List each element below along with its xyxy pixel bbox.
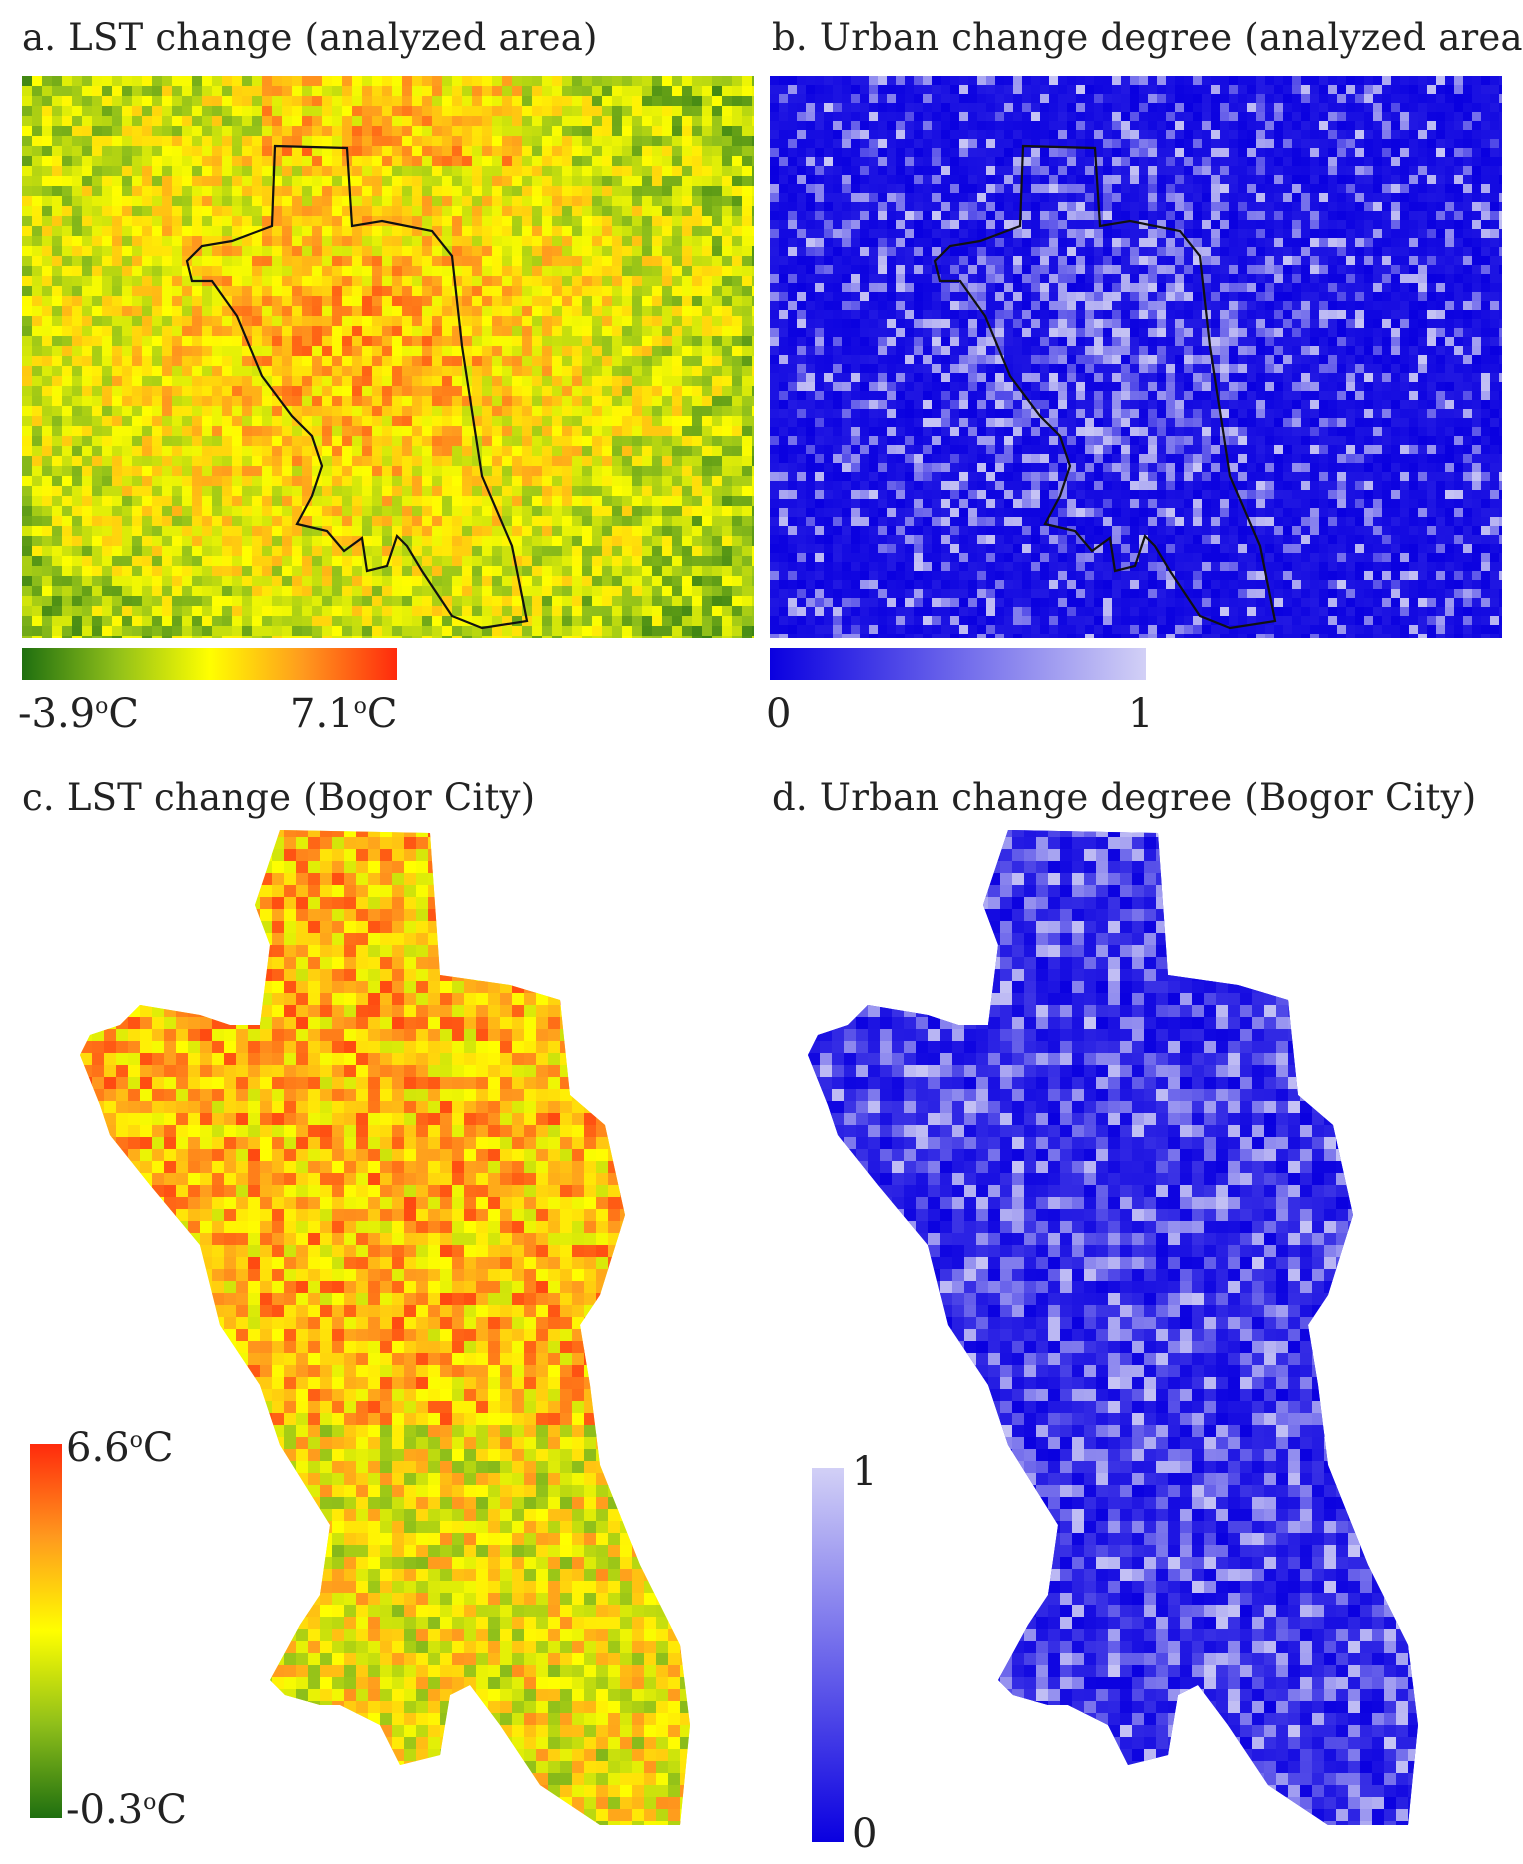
panel-a-legend-min: -3.9oC bbox=[18, 691, 139, 737]
lst-city-raster bbox=[80, 830, 690, 1825]
lst-colorbar-horizontal bbox=[22, 648, 397, 680]
panel-a-title: a. LST change (analyzed area) bbox=[22, 16, 598, 59]
urban-raster-cells bbox=[770, 76, 1502, 638]
bogor-city-boundary bbox=[185, 144, 529, 630]
panel-c-title: c. LST change (Bogor City) bbox=[22, 776, 536, 819]
panel-b-legend-min: 0 bbox=[766, 691, 792, 737]
panel-c-map bbox=[80, 830, 690, 1825]
panel-c-legend-max: 6.6oC bbox=[66, 1425, 174, 1471]
panel-b-map bbox=[770, 76, 1502, 638]
lst-colorbar-vertical bbox=[30, 1444, 62, 1818]
panel-a-map bbox=[22, 76, 754, 638]
panel-b-legend-max: 1 bbox=[1128, 691, 1154, 737]
panel-a-legend-max: 7.1oC bbox=[290, 691, 398, 737]
panel-d-legend-min: 0 bbox=[852, 1811, 878, 1857]
urban-colorbar-vertical bbox=[812, 1468, 844, 1842]
lst-raster-cells bbox=[22, 76, 754, 638]
bogor-city-boundary-b bbox=[933, 144, 1277, 630]
urban-colorbar-horizontal bbox=[770, 648, 1146, 680]
panel-d-legend-max: 1 bbox=[852, 1449, 878, 1495]
panel-c-legend-min: -0.3oC bbox=[66, 1787, 187, 1833]
urban-city-raster bbox=[808, 830, 1418, 1825]
panel-b-title: b. Urban change degree (analyzed area) bbox=[772, 16, 1523, 59]
panel-d-map bbox=[808, 830, 1418, 1825]
panel-d-title: d. Urban change degree (Bogor City) bbox=[772, 776, 1477, 819]
